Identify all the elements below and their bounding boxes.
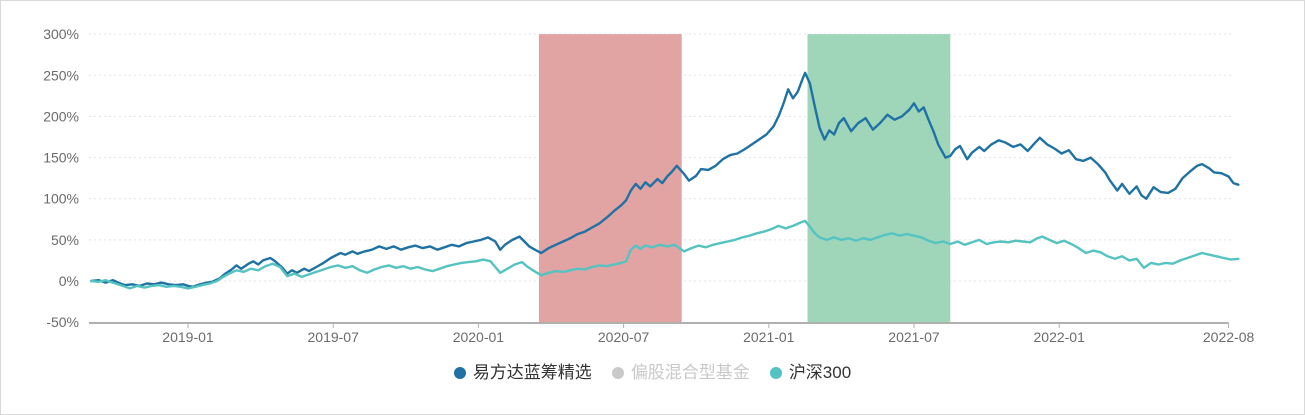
x-tick-label: 2022-01 [1034,329,1086,345]
series-line-沪深300 [90,219,1240,290]
legend-item-csi300[interactable]: 沪深300 [769,362,852,384]
legend-item-label: 易方达蓝筹精选 [472,363,592,382]
x-tick-label: 2022-08 [1203,329,1255,345]
red-highlight-band [538,34,682,323]
x-tick-label: 2020-01 [453,329,505,345]
y-tick-label: -50% [46,314,79,330]
legend-dot-icon [769,367,782,379]
y-tick-label: 250% [43,67,79,83]
legend-item-label: 偏股混合型基金 [630,363,750,382]
x-tick-label: 2020-07 [598,329,650,345]
x-tick-label: 2019-01 [162,329,214,345]
chart-legend: 易方达蓝筹精选 偏股混合型基金 沪深300 [1,362,1304,384]
green-highlight-band [807,34,951,323]
y-tick-label: 300% [43,26,79,42]
y-tick-label: 150% [43,150,79,166]
series-line-易方达蓝筹精选 [90,71,1240,288]
x-tick-label: 2021-01 [743,329,795,345]
legend-dot-icon [611,367,624,379]
y-tick-label: 200% [43,108,79,124]
legend-item-fund[interactable]: 易方达蓝筹精选 [453,362,592,384]
legend-item-label: 沪深300 [788,363,852,382]
x-tick-label: 2021-07 [888,329,940,345]
legend-dot-icon [453,367,466,379]
y-tick-label: 0% [59,273,79,289]
legend-item-hybrid-fund-index[interactable]: 偏股混合型基金 [611,362,750,384]
x-tick-label: 2019-07 [308,329,360,345]
y-tick-label: 100% [43,191,79,207]
y-tick-label: 50% [51,232,79,248]
